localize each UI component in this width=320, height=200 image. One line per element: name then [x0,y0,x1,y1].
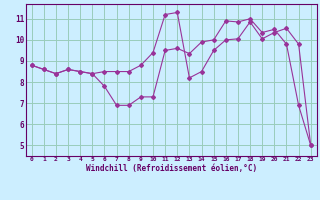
X-axis label: Windchill (Refroidissement éolien,°C): Windchill (Refroidissement éolien,°C) [86,164,257,173]
